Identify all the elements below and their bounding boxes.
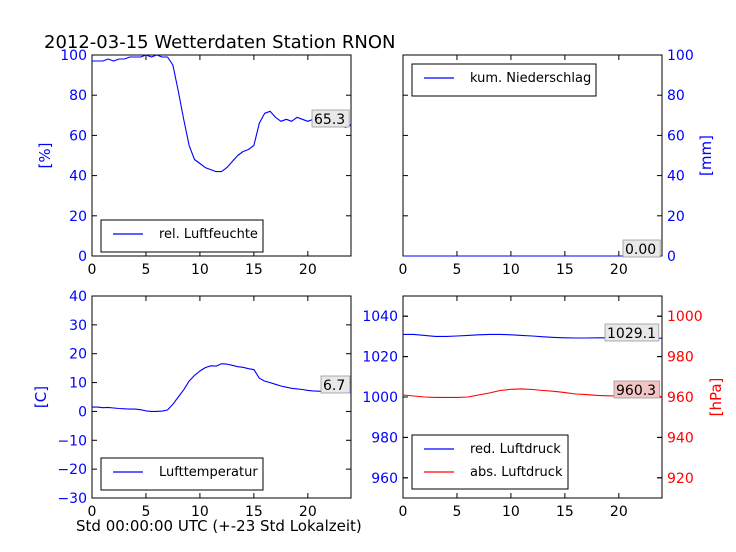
panel-bottom-left-legend-label: Lufttemperatur xyxy=(159,465,258,480)
panel-top-right-xtick-label: 20 xyxy=(610,262,628,278)
panel-top-left-xtick-label: 10 xyxy=(191,262,209,278)
panel-bottom-left-xtick-label: 15 xyxy=(245,504,263,520)
panel-top-left-legend xyxy=(100,219,264,253)
panel-bottom-right-annotation: 960.3 xyxy=(616,383,656,399)
panel-top-right-xtick-label: 0 xyxy=(399,262,408,278)
panel-bottom-right-ytick-label: 1040 xyxy=(362,309,398,325)
panel-bottom-right-xtick-label: 20 xyxy=(610,504,628,520)
panel-top-left-xtick-label: 20 xyxy=(299,262,317,278)
panel-top-left-ytick-label: 0 xyxy=(78,249,87,265)
panel-bottom-right-y-axis-label: [hPa] xyxy=(707,378,725,417)
panel-top-right-y-axis-label: [mm] xyxy=(697,135,715,176)
panel-bottom-right-ytick-label: 980 xyxy=(667,350,694,366)
panel-top-left-xtick-label: 5 xyxy=(141,262,150,278)
panel-top-right-xtick-label: 10 xyxy=(502,262,520,278)
panel-bottom-left-xtick-label: 20 xyxy=(299,504,317,520)
panel-bottom-right-xtick-label: 15 xyxy=(556,504,574,520)
panel-top-left-series-line xyxy=(92,54,352,173)
panel-bottom-right-legend-label: red. Luftdruck xyxy=(470,442,561,457)
panel-bottom-right-ytick-label: 1020 xyxy=(362,350,398,366)
panel-bottom-left-xtick-label: 5 xyxy=(141,504,150,520)
panel-top-right-ytick-label: 80 xyxy=(667,88,685,104)
panel-top-right-ytick-label: 60 xyxy=(667,128,685,144)
panel-bottom-right-ytick-label: 960 xyxy=(371,471,398,487)
panel-bottom-left-ytick-label: 10 xyxy=(69,376,87,392)
panel-bottom-left-ytick-label: −10 xyxy=(57,433,87,449)
panel-bottom-left-ytick-label: 20 xyxy=(69,347,87,363)
panel-bottom-right-ytick-label: 1000 xyxy=(667,309,703,325)
panel-top-right-ytick-label: 0 xyxy=(667,249,676,265)
panel-bottom-right-xtick-label: 0 xyxy=(399,504,408,520)
panel-bottom-right-legend-label: abs. Luftdruck xyxy=(470,465,563,480)
panel-bottom-left-annotation: 6.7 xyxy=(323,378,345,394)
panel-top-right-legend xyxy=(411,63,597,97)
panel-top-left-ytick-label: 40 xyxy=(69,169,87,185)
panel-bottom-left-ytick-label: −30 xyxy=(57,491,87,507)
panel-top-left-y-axis-label: [%] xyxy=(36,143,54,169)
panel-top-left-xtick-label: 15 xyxy=(245,262,263,278)
panel-bottom-left-xtick-label: 10 xyxy=(191,504,209,520)
panel-bottom-right-ytick-label: 960 xyxy=(667,390,694,406)
panel-top-right-annotation: 0.00 xyxy=(625,242,656,258)
panel-top-right-ytick-label: 20 xyxy=(667,209,685,225)
panel-top-right-ytick-label: 100 xyxy=(667,48,694,64)
panel-top-left-annotation-box xyxy=(311,109,350,128)
panel-bottom-left-ytick-label: −20 xyxy=(57,462,87,478)
panel-top-left-ytick-label: 60 xyxy=(69,128,87,144)
panel-bottom-left-y-axis-label: [C] xyxy=(32,386,50,408)
panel-bottom-left-series-line xyxy=(92,363,351,412)
panel-bottom-right-xtick-label: 10 xyxy=(502,504,520,520)
panel-bottom-left-ytick-label: 40 xyxy=(69,289,87,305)
chart-title: 2012-03-15 Wetterdaten Station RNON xyxy=(44,32,395,53)
panel-bottom-right-ytick-label: 940 xyxy=(667,430,694,446)
panel-top-left-frame xyxy=(91,54,352,257)
panel-bottom-right-annotation-box xyxy=(604,323,660,342)
panel-top-left-annotation: 65.3 xyxy=(314,112,345,128)
panel-bottom-left-xtick-label: 0 xyxy=(88,504,97,520)
panel-bottom-left-legend xyxy=(100,457,264,491)
panel-top-right-ytick-label: 40 xyxy=(667,169,685,185)
panel-bottom-right-annotation: 1029.1 xyxy=(607,326,656,342)
panel-top-right-annotation-box xyxy=(622,239,661,258)
panel-bottom-right-annotation-box xyxy=(613,380,660,399)
panel-bottom-left-annotation-box xyxy=(320,375,351,394)
x-axis-label: Std 00:00:00 UTC (+-23 Std Lokalzeit) xyxy=(76,517,362,535)
panel-top-left-ytick-label: 20 xyxy=(69,209,87,225)
panel-bottom-left-ytick-label: 0 xyxy=(78,404,87,420)
panel-bottom-right-ytick-label: 980 xyxy=(371,430,398,446)
panel-top-left-legend-label: rel. Luftfeuchte xyxy=(159,227,258,242)
panel-top-left-xtick-label: 0 xyxy=(88,262,97,278)
panel-top-left-ytick-label: 100 xyxy=(60,48,87,64)
panel-top-left-ytick-label: 80 xyxy=(69,88,87,104)
panel-bottom-right-xtick-label: 5 xyxy=(452,504,461,520)
panel-top-right-xtick-label: 5 xyxy=(452,262,461,278)
panel-bottom-left-ytick-label: 30 xyxy=(69,318,87,334)
panel-bottom-left-frame xyxy=(91,295,352,499)
panel-bottom-right-legend xyxy=(411,434,569,490)
panel-bottom-right-ytick-label: 920 xyxy=(667,471,694,487)
panel-top-right-legend-label: kum. Niederschlag xyxy=(470,71,591,86)
panel-bottom-right-ytick-label: 1000 xyxy=(362,390,398,406)
panel-top-right-xtick-label: 15 xyxy=(556,262,574,278)
